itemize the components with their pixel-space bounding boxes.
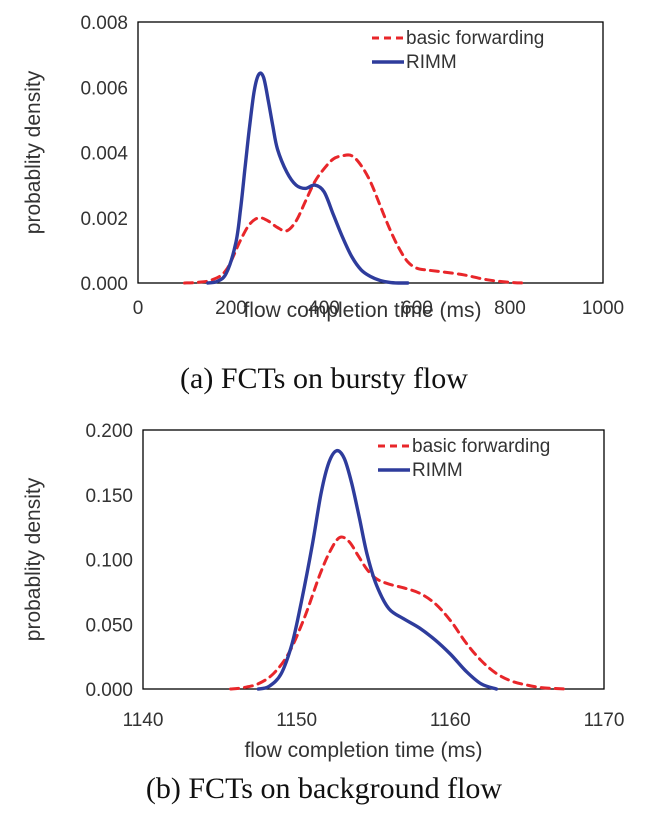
- y-tick-label: 0.100: [85, 551, 133, 572]
- x-tick-label: 1160: [430, 710, 471, 731]
- y-tick-label: 0.000: [85, 680, 133, 701]
- y-tick-label: 0.150: [85, 486, 133, 507]
- x-axis-title: flow completion time (ms): [243, 299, 481, 322]
- x-tick-label: 600: [401, 298, 433, 319]
- plot-frame: [137, 21, 604, 284]
- caption-b: (b) FCTs on background flow: [145, 772, 503, 805]
- caption-a: (a) FCTs on bursty flow: [180, 362, 468, 395]
- figure-a: 0.000 0.002 0.004 0.006 0.008 0 200 400 600 800 10…: [0, 0, 648, 408]
- x-tick-label: 1170: [584, 710, 625, 731]
- x-tick-label: 0: [133, 298, 144, 319]
- y-tick-label: 0.000: [80, 274, 128, 295]
- legend-label: basic forwarding: [406, 28, 544, 49]
- y-axis-title: probablity density: [22, 70, 45, 234]
- x-tick-label: 200: [215, 298, 247, 319]
- series-line-basic-forwarding: [183, 153, 526, 285]
- y-tick-label: 0.050: [85, 615, 133, 636]
- chart-a: 0.000 0.002 0.004 0.006 0.008 0 200 400 600 800 10…: [22, 13, 624, 322]
- x-tick-label: 800: [494, 298, 526, 319]
- y-tick-label: 0.004: [80, 144, 128, 165]
- y-tick-label: 0.002: [80, 209, 128, 230]
- legend-label: RIMM: [406, 52, 457, 73]
- series-line-basic-forwarding: [229, 535, 568, 691]
- x-axis-title: flow completion time (ms): [244, 739, 482, 762]
- y-tick-label: 0.200: [85, 421, 133, 442]
- legend-label: RIMM: [412, 460, 463, 481]
- x-tick-label: 1000: [582, 298, 624, 319]
- y-tick-label: 0.006: [80, 78, 128, 99]
- series-line-rimm: [256, 448, 499, 691]
- series-line-rimm: [206, 71, 410, 285]
- y-axis-title: probablity density: [22, 477, 45, 641]
- y-tick-label: 0.008: [80, 13, 128, 34]
- legend-label: basic forwarding: [412, 436, 550, 457]
- figure-b: 0.000 0.050 0.100 0.150 0.200 1140 1150 1160 117…: [0, 410, 648, 820]
- x-tick-label: 400: [308, 298, 340, 319]
- plot-frame: [142, 429, 605, 690]
- x-tick-label: 1150: [276, 710, 317, 731]
- chart-b: 0.000 0.050 0.100 0.150 0.200 1140 1150 1160 117…: [22, 421, 625, 762]
- x-tick-label: 1140: [123, 710, 164, 731]
